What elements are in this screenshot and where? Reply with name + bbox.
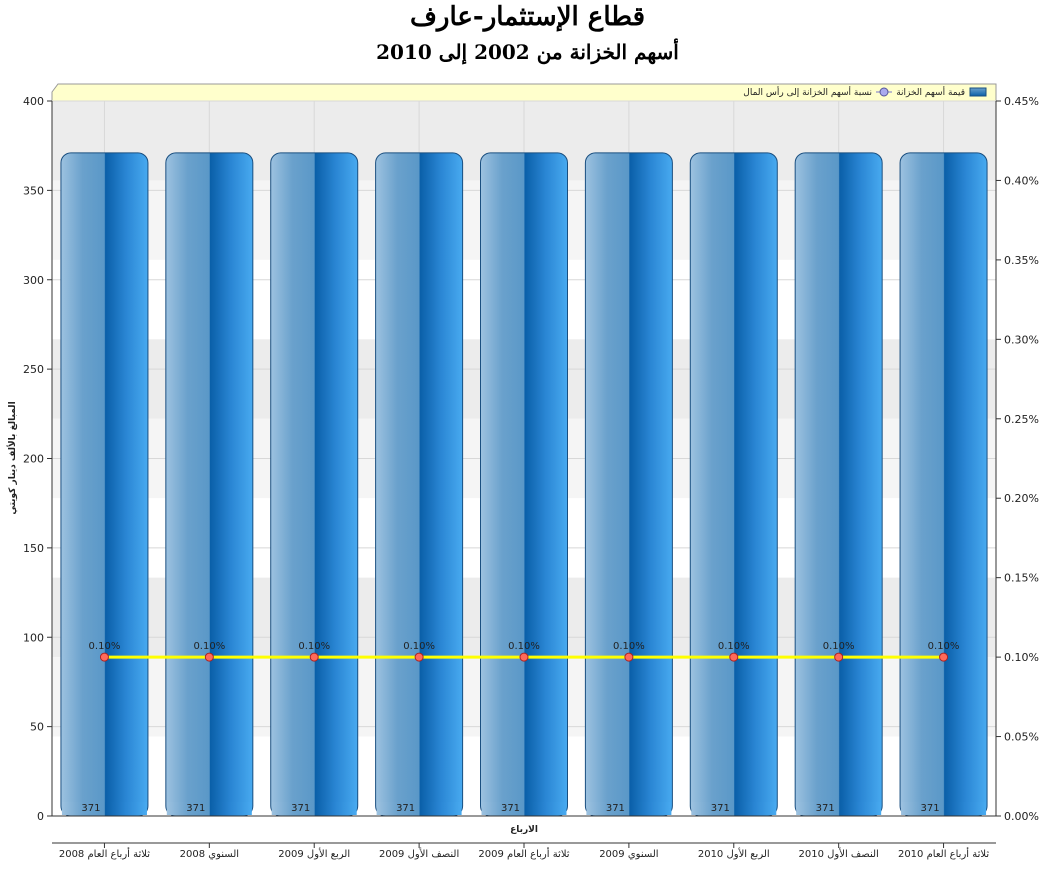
x-tick-label: الربع الأول 2009 [278, 847, 350, 860]
bars: 371 371 371 371 371 371 371 371 371 [60, 152, 988, 817]
ratio-value-label: 0.10% [718, 641, 750, 652]
bar-base [691, 802, 777, 815]
y2-tick-label: 0.20% [1004, 492, 1039, 505]
x-tick-label: الربع الأول 2010 [698, 847, 770, 860]
ratio-value-label: 0.10% [193, 641, 225, 652]
ratio-point [204, 652, 214, 662]
legend: قيمة أسهم الخزانة نسبة أسهم الخزانة إلى … [743, 86, 987, 98]
bar-value-label: 371 [711, 803, 730, 814]
chart-subtitle: أسهم الخزانة من 2002 إلى 2010 [376, 40, 679, 64]
ratio-value-label: 0.10% [613, 641, 645, 652]
y-tick-label: 350 [23, 184, 44, 197]
bar [794, 152, 883, 817]
bar-value-label: 371 [291, 803, 310, 814]
ratio-point [99, 652, 109, 662]
y-tick-label: 100 [23, 631, 44, 644]
y2-tick-label: 0.45% [1004, 95, 1039, 108]
y2-tick-label: 0.10% [1004, 651, 1039, 664]
y2-tick-label: 0.35% [1004, 254, 1039, 267]
bar-base [481, 802, 567, 815]
x-tick-label: النصف الأول 2009 [379, 847, 459, 860]
y-tick-label: 150 [23, 542, 44, 555]
y-tick-label: 0 [37, 810, 44, 823]
bar-value-label: 371 [81, 803, 100, 814]
bar-value-label: 371 [816, 803, 835, 814]
legend-label-bars: قيمة أسهم الخزانة [896, 86, 965, 98]
bar [480, 152, 568, 817]
bar-base [901, 802, 987, 815]
bar [60, 152, 149, 817]
ratio-value-label: 0.10% [823, 641, 855, 652]
ratio-value-label: 0.10% [508, 641, 540, 652]
x-tick-label: ثلاثة أرباع العام 2008 [59, 847, 150, 860]
ratio-value-label: 0.10% [928, 641, 960, 652]
bar-value-label: 371 [186, 803, 205, 814]
y-tick-label: 200 [23, 453, 44, 466]
bar-base [796, 802, 882, 815]
y-tick-label: 50 [30, 721, 44, 734]
bar-base [376, 802, 462, 815]
y-tick-label: 400 [23, 95, 44, 108]
y2-tick-label: 0.30% [1004, 333, 1039, 346]
y2-tick-label: 0.25% [1004, 413, 1039, 426]
legend-swatch-bars [969, 87, 987, 97]
y2-tick-label: 0.05% [1004, 731, 1039, 744]
x-tick-label: السنوي 2008 [180, 849, 239, 860]
ratio-value-label: 0.10% [403, 641, 435, 652]
ratio-point [834, 652, 844, 662]
y-tick-label: 250 [23, 363, 44, 376]
bar-base [586, 802, 672, 815]
bar [689, 152, 778, 817]
y2-tick-label: 0.15% [1004, 572, 1039, 585]
ratio-point [519, 652, 529, 662]
ratio-point [309, 652, 319, 662]
bar-value-label: 371 [501, 803, 520, 814]
ratio-line: 0.10% 0.10% 0.10% 0.10% 0.10% 0.10% 0.10% 0.10%… [89, 641, 960, 662]
bar [584, 152, 673, 817]
x-tick-label: السنوي 2009 [599, 849, 658, 860]
bar-base [166, 802, 252, 815]
bar-base [271, 802, 357, 815]
y2-tick-label: 0.40% [1004, 174, 1039, 187]
y-axis-title: المبالغ بالألف دينار كويتي [6, 401, 18, 514]
bar-base [61, 802, 147, 815]
legend-label-line: نسبة أسهم الخزانة إلى رأس المال [743, 86, 872, 98]
y-tick-label: 300 [23, 274, 44, 287]
bar-value-label: 371 [396, 803, 415, 814]
x-tick-label: النصف الأول 2010 [799, 847, 879, 860]
ratio-point [729, 652, 739, 662]
ratio-value-label: 0.10% [298, 641, 330, 652]
bar-value-label: 371 [606, 803, 625, 814]
axes: 0501001502002503003504000.00%0.05%0.10%0… [23, 95, 1039, 860]
bar [375, 152, 464, 817]
bar-value-label: 371 [921, 803, 940, 814]
x-tick-label: ثلاثة أرباع العام 2009 [478, 847, 569, 860]
bar [899, 152, 988, 817]
chart-title: قطاع الإستثمار-عارف [409, 2, 645, 32]
x-tick-label: ثلاثة أرباع العام 2010 [898, 847, 989, 860]
x-axis-title: الارباع [510, 825, 538, 835]
legend-swatch-marker [879, 87, 889, 97]
ratio-point [939, 652, 949, 662]
bar [270, 152, 359, 817]
bar [165, 152, 254, 817]
ratio-point [624, 652, 634, 662]
ratio-point [414, 652, 424, 662]
y2-tick-label: 0.00% [1004, 810, 1039, 823]
ratio-value-label: 0.10% [89, 641, 121, 652]
